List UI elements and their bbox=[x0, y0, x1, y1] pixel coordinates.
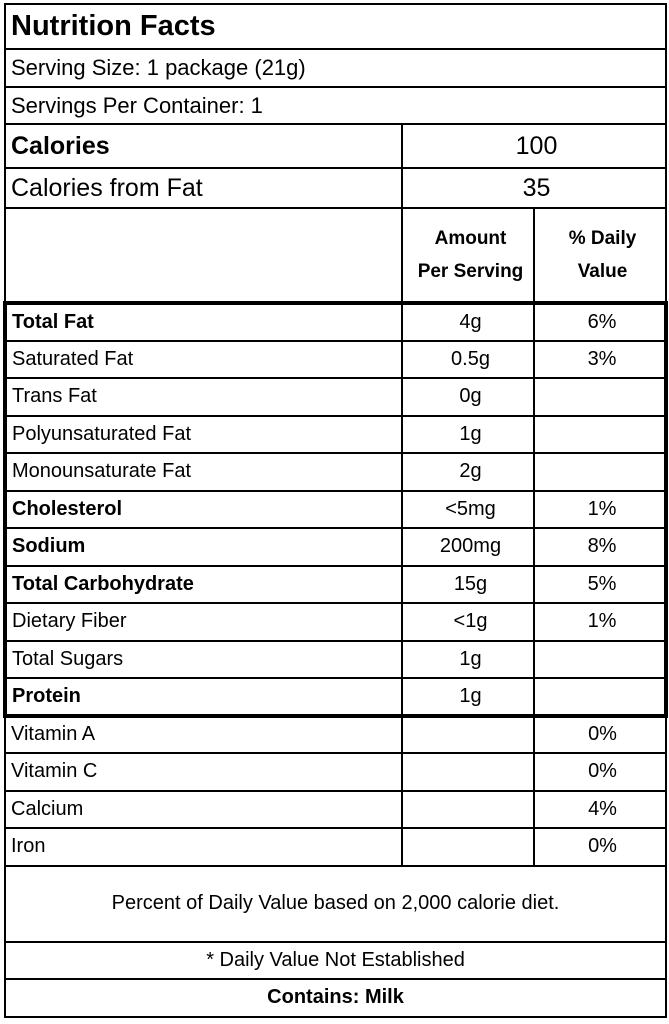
header-blank-cell bbox=[4, 207, 403, 304]
nutrition-facts-label: Nutrition Facts Serving Size: 1 package … bbox=[3, 3, 669, 1020]
nutrient-daily-value bbox=[532, 452, 669, 492]
nutrient-amount: 200mg bbox=[401, 527, 535, 567]
vitamin-amount bbox=[401, 789, 535, 829]
nutrient-amount: 0g bbox=[401, 377, 535, 417]
nutrition-table: Nutrition Facts Serving Size: 1 package … bbox=[3, 3, 669, 1018]
header-daily-line2: Value bbox=[577, 261, 628, 282]
nutrient-rows: Total Fat 4g 6% Saturated Fat 0.5g 3% Trans Fa… bbox=[3, 301, 669, 718]
vitamin-name: Calcium bbox=[4, 789, 403, 829]
vitamin-name: Iron bbox=[4, 827, 403, 867]
vitamin-daily-value: 0% bbox=[532, 752, 668, 792]
nutrient-daily-value: 5% bbox=[532, 564, 669, 604]
nutrient-name: Total Sugars bbox=[3, 639, 403, 679]
nutrient-row: Total Fat 4g 6% bbox=[3, 301, 669, 342]
header-amount-line2: Per Serving bbox=[417, 261, 524, 282]
calories-label: Calories bbox=[4, 123, 403, 169]
nutrient-daily-value: 3% bbox=[532, 339, 669, 379]
vitamin-name: Vitamin A bbox=[4, 714, 403, 754]
not-established-note: * Daily Value Not Established bbox=[3, 940, 668, 980]
nutrient-amount: 0.5g bbox=[401, 339, 535, 379]
nutrient-name: Polyunsaturated Fat bbox=[3, 414, 403, 454]
header-amount-line1: Amount bbox=[434, 228, 507, 249]
nutrient-amount: 4g bbox=[401, 301, 535, 342]
nutrient-row: Total Carbohydrate 15g 5% bbox=[3, 564, 669, 604]
vitamin-name: Vitamin C bbox=[4, 752, 403, 792]
nutrient-row: Sodium 200mg 8% bbox=[3, 527, 669, 567]
nutrient-name: Monounsaturate Fat bbox=[3, 452, 403, 492]
nutrient-row: Protein 1g bbox=[3, 677, 669, 718]
calories-from-fat-value: 35 bbox=[400, 167, 668, 209]
vitamin-amount bbox=[401, 752, 535, 792]
nutrient-name: Sodium bbox=[3, 527, 403, 567]
nutrient-amount: <1g bbox=[401, 602, 535, 642]
nutrient-daily-value bbox=[532, 377, 669, 417]
nutrient-daily-value bbox=[532, 677, 669, 718]
nutrient-row: Total Sugars 1g bbox=[3, 639, 669, 679]
nutrient-amount: 15g bbox=[401, 564, 535, 604]
vitamin-row: Vitamin A 0% bbox=[4, 714, 668, 754]
nutrient-row: Saturated Fat 0.5g 3% bbox=[3, 339, 669, 379]
calories-value: 100 bbox=[400, 123, 668, 169]
serving-size: Serving Size: 1 package (21g) bbox=[3, 48, 668, 88]
nutrient-name: Total Carbohydrate bbox=[3, 564, 403, 604]
nutrient-amount: 1g bbox=[401, 677, 535, 718]
daily-value-footnote: Percent of Daily Value based on 2,000 ca… bbox=[3, 864, 668, 943]
nutrient-daily-value bbox=[532, 639, 669, 679]
vitamin-amount bbox=[401, 827, 535, 867]
nutrient-row: Monounsaturate Fat 2g bbox=[3, 452, 669, 492]
nutrient-name: Trans Fat bbox=[3, 377, 403, 417]
nutrient-row: Cholesterol <5mg 1% bbox=[3, 489, 669, 529]
nutrient-row: Trans Fat 0g bbox=[3, 377, 669, 417]
vitamin-row: Calcium 4% bbox=[4, 789, 668, 829]
nutrient-name: Protein bbox=[3, 677, 403, 718]
calories-from-fat-label: Calories from Fat bbox=[4, 167, 403, 209]
nutrient-row: Polyunsaturated Fat 1g bbox=[3, 414, 669, 454]
nutrient-amount: <5mg bbox=[401, 489, 535, 529]
vitamin-daily-value: 4% bbox=[532, 789, 668, 829]
nutrient-amount: 2g bbox=[401, 452, 535, 492]
nutrient-name: Total Fat bbox=[3, 301, 403, 342]
nutrient-name: Saturated Fat bbox=[3, 339, 403, 379]
header-percent-daily-value: % Daily Value bbox=[532, 207, 668, 304]
nutrient-daily-value bbox=[532, 414, 669, 454]
nutrient-amount: 1g bbox=[401, 639, 535, 679]
vitamin-daily-value: 0% bbox=[532, 714, 668, 754]
nutrient-daily-value: 1% bbox=[532, 489, 669, 529]
header-daily-line1: % Daily bbox=[568, 228, 637, 249]
vitamin-daily-value: 0% bbox=[532, 827, 668, 867]
allergen-contains: Contains: Milk bbox=[3, 977, 668, 1018]
nutrient-daily-value: 8% bbox=[532, 527, 669, 567]
vitamin-rows: Vitamin A 0% Vitamin C 0% Calcium 4% Iron 0% bbox=[4, 714, 668, 867]
nutrient-daily-value: 6% bbox=[532, 301, 669, 342]
nutrient-name: Dietary Fiber bbox=[3, 602, 403, 642]
vitamin-row: Vitamin C 0% bbox=[4, 752, 668, 792]
vitamin-amount bbox=[401, 714, 535, 754]
header-amount-per-serving: Amount Per Serving bbox=[401, 207, 535, 304]
nutrient-amount: 1g bbox=[401, 414, 535, 454]
servings-per-container: Servings Per Container: 1 bbox=[3, 86, 668, 125]
nutrient-row: Dietary Fiber <1g 1% bbox=[3, 602, 669, 642]
nutrient-daily-value: 1% bbox=[532, 602, 669, 642]
nutrient-name: Cholesterol bbox=[3, 489, 403, 529]
label-title: Nutrition Facts bbox=[3, 3, 668, 50]
vitamin-row: Iron 0% bbox=[4, 827, 668, 867]
